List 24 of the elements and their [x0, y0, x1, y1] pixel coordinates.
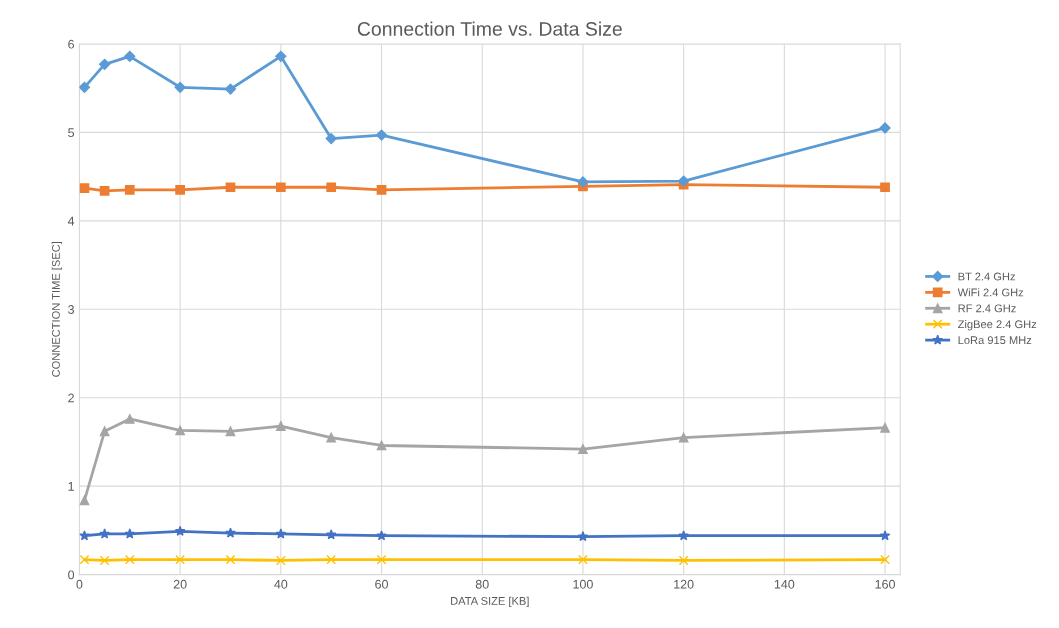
x-tick-label: 60 [375, 579, 388, 589]
legend-label: ZigBee 2.4 GHz [958, 320, 1037, 331]
y-tick-label: 4 [67, 216, 75, 226]
x-tick-label: 0 [76, 579, 83, 589]
x-axis-title: DATA SIZE [KB] [451, 596, 529, 608]
y-tick-label: 3 [68, 305, 75, 314]
x-tick-label: 160 [875, 579, 895, 589]
x-tick-label: 100 [573, 579, 593, 589]
chart-title: Connection Time vs. Data Size [357, 21, 622, 36]
y-tick-label: 1 [68, 482, 74, 491]
y-tick-label: 5 [68, 128, 75, 138]
x-tick-label: 40 [274, 579, 288, 589]
y-tick-label: 6 [68, 39, 75, 49]
y-tick-label: 0 [68, 570, 75, 580]
legend-label: RF 2.4 GHz [958, 304, 1016, 313]
y-axis-title: CONNECTION TIME [SEC] [51, 241, 63, 377]
x-tick-label: 20 [173, 579, 187, 589]
x-tick-label: 120 [674, 579, 694, 589]
x-tick-label: 80 [475, 579, 489, 589]
x-tick-label: 140 [774, 579, 795, 589]
legend-label: LoRa 915 MHz [958, 336, 1032, 345]
y-tick-label: 2 [68, 393, 74, 403]
legend-label: WiFi 2.4 GHz [957, 288, 1024, 297]
legend-label: BT 2.4 GHz [958, 272, 1015, 281]
